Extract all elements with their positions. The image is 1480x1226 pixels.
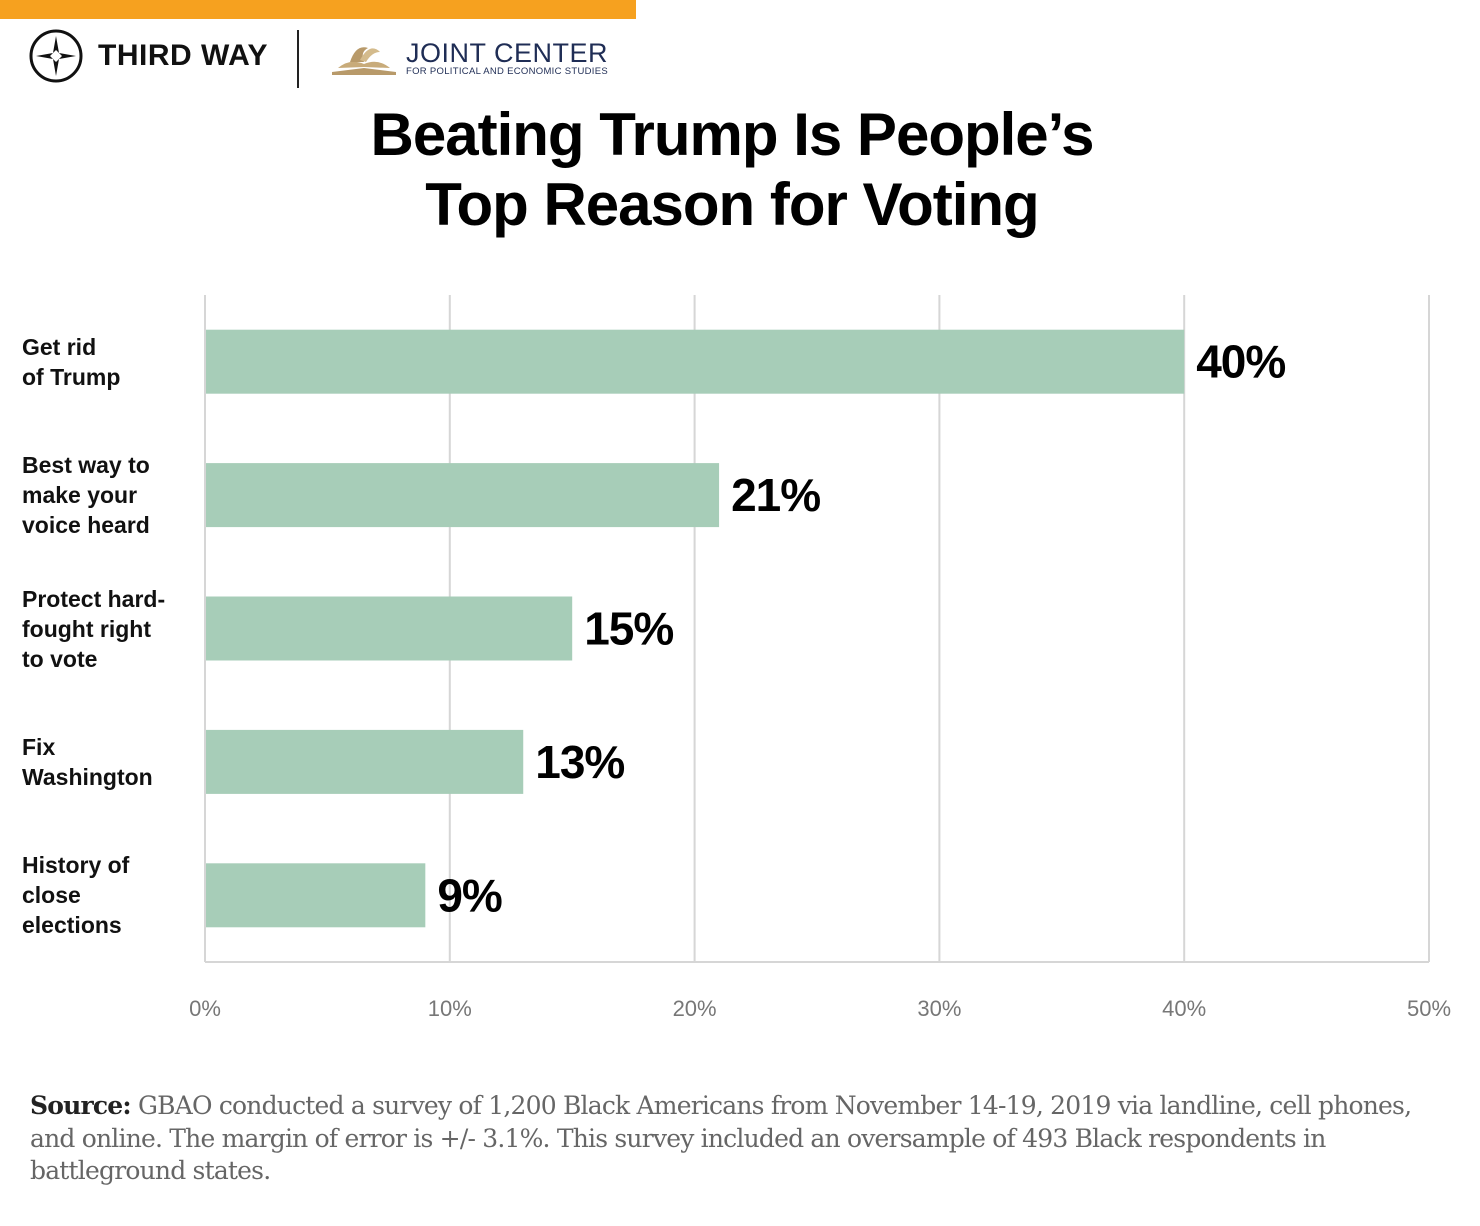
bar (206, 596, 573, 661)
data-label: 21% (731, 469, 820, 521)
category-label: Protect hard- fought right to vote (22, 585, 166, 672)
joint-center-subtitle: FOR POLITICAL AND ECONOMIC STUDIES (406, 66, 608, 77)
chart-title-line-1: Beating Trump Is People’s (370, 101, 1095, 168)
x-tick-label: 40% (1162, 996, 1206, 1021)
logo-divider (297, 30, 299, 88)
third-way-wordmark: THIRD WAY (98, 39, 269, 72)
category-label: Get rid of Trump (22, 333, 121, 390)
brand-color-bar (0, 0, 636, 19)
x-tick-label: 0% (189, 996, 221, 1021)
data-label: 15% (584, 603, 673, 655)
source-label: Source: (30, 1091, 132, 1120)
x-tick-label: 30% (917, 996, 961, 1021)
open-book-icon (332, 47, 396, 76)
bar (206, 463, 720, 528)
bar (206, 329, 1185, 394)
data-label: 9% (437, 869, 502, 921)
category-label: History of close elections (22, 852, 130, 939)
data-label: 40% (1196, 336, 1285, 388)
bar (206, 863, 426, 928)
x-tick-label: 10% (428, 996, 472, 1021)
bar (206, 729, 524, 794)
chart-title: Beating Trump Is People’s Top Reason for… (232, 100, 1232, 240)
x-tick-label: 20% (673, 996, 717, 1021)
joint-center-logo: JOINT CENTER FOR POLITICAL AND ECONOMIC … (330, 40, 608, 77)
compass-icon (29, 29, 83, 83)
x-tick-label: 50% (1407, 996, 1451, 1021)
source-note: Source: GBAO conducted a survey of 1,200… (30, 1090, 1430, 1188)
chart-title-line-2: Top Reason for Voting (425, 171, 1039, 238)
category-label: Fix Washington (22, 733, 153, 790)
third-way-logo: THIRD WAY (28, 28, 268, 84)
source-text: GBAO conducted a survey of 1,200 Black A… (30, 1091, 1412, 1185)
joint-center-wordmark: JOINT CENTER (406, 38, 609, 68)
category-label: Best way to make your voice heard (22, 452, 150, 539)
data-label: 13% (535, 736, 624, 788)
